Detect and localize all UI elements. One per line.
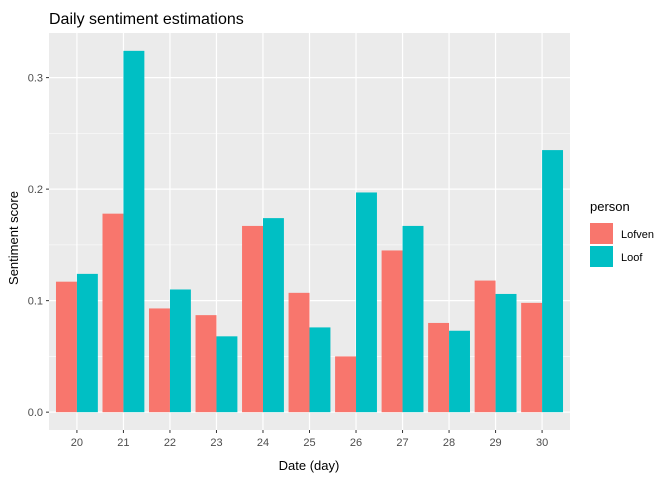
bar-loof-24: [262, 218, 284, 413]
bar-loof-22: [169, 289, 191, 413]
bars: [55, 50, 564, 413]
x-tick-label: 29: [489, 437, 501, 449]
legend-label-loof: Loof: [621, 252, 643, 264]
legend-key-loof: [590, 246, 613, 267]
x-tick-label: 21: [117, 437, 129, 449]
x-axis: 20 21 22 23 24 25 26 27 28 29 30: [71, 430, 548, 449]
bar-loof-21: [123, 50, 145, 413]
legend-key-lofven: [590, 223, 613, 244]
bar-lofven-23: [195, 315, 217, 413]
x-tick-label: 26: [350, 437, 362, 449]
x-tick-label: 23: [210, 437, 222, 449]
bar-loof-29: [495, 293, 517, 413]
y-tick-label: 0.3: [28, 73, 43, 85]
bar-loof-20: [76, 273, 98, 413]
x-tick-label: 27: [396, 437, 408, 449]
legend-title: person: [590, 199, 630, 214]
x-tick-label: 30: [536, 437, 548, 449]
bar-loof-26: [356, 192, 377, 413]
bar-lofven-24: [242, 225, 263, 413]
bar-lofven-28: [428, 322, 450, 413]
bar-loof-27: [402, 225, 424, 413]
legend-label-lofven: Lofven: [621, 229, 654, 241]
x-tick-label: 25: [303, 437, 315, 449]
bar-lofven-21: [102, 213, 124, 413]
bar-loof-28: [449, 330, 470, 413]
bar-loof-23: [216, 336, 238, 413]
bar-loof-25: [309, 327, 331, 413]
bar-lofven-22: [149, 308, 170, 413]
bar-lofven-25: [288, 292, 310, 413]
x-tick-label: 22: [164, 437, 176, 449]
bar-lofven-27: [381, 250, 403, 413]
x-axis-title: Date (day): [279, 458, 340, 473]
x-tick-label: 24: [257, 437, 269, 449]
bar-loof-30: [542, 150, 564, 413]
bar-lofven-26: [335, 356, 357, 413]
y-axis-title: Sentiment score: [6, 191, 21, 285]
y-tick-label: 0.1: [28, 296, 43, 308]
x-tick-label: 20: [71, 437, 83, 449]
x-tick-label: 28: [443, 437, 455, 449]
y-tick-label: 0.0: [28, 407, 43, 419]
legend: person Lofven Loof: [590, 199, 654, 267]
chart-title: Daily sentiment estimations: [49, 11, 244, 28]
bar-lofven-30: [521, 302, 543, 413]
y-tick-label: 0.2: [28, 184, 43, 196]
y-axis: 0.0 0.1 0.2 0.3: [28, 73, 49, 419]
bar-lofven-29: [474, 280, 496, 413]
bar-lofven-20: [55, 281, 77, 413]
